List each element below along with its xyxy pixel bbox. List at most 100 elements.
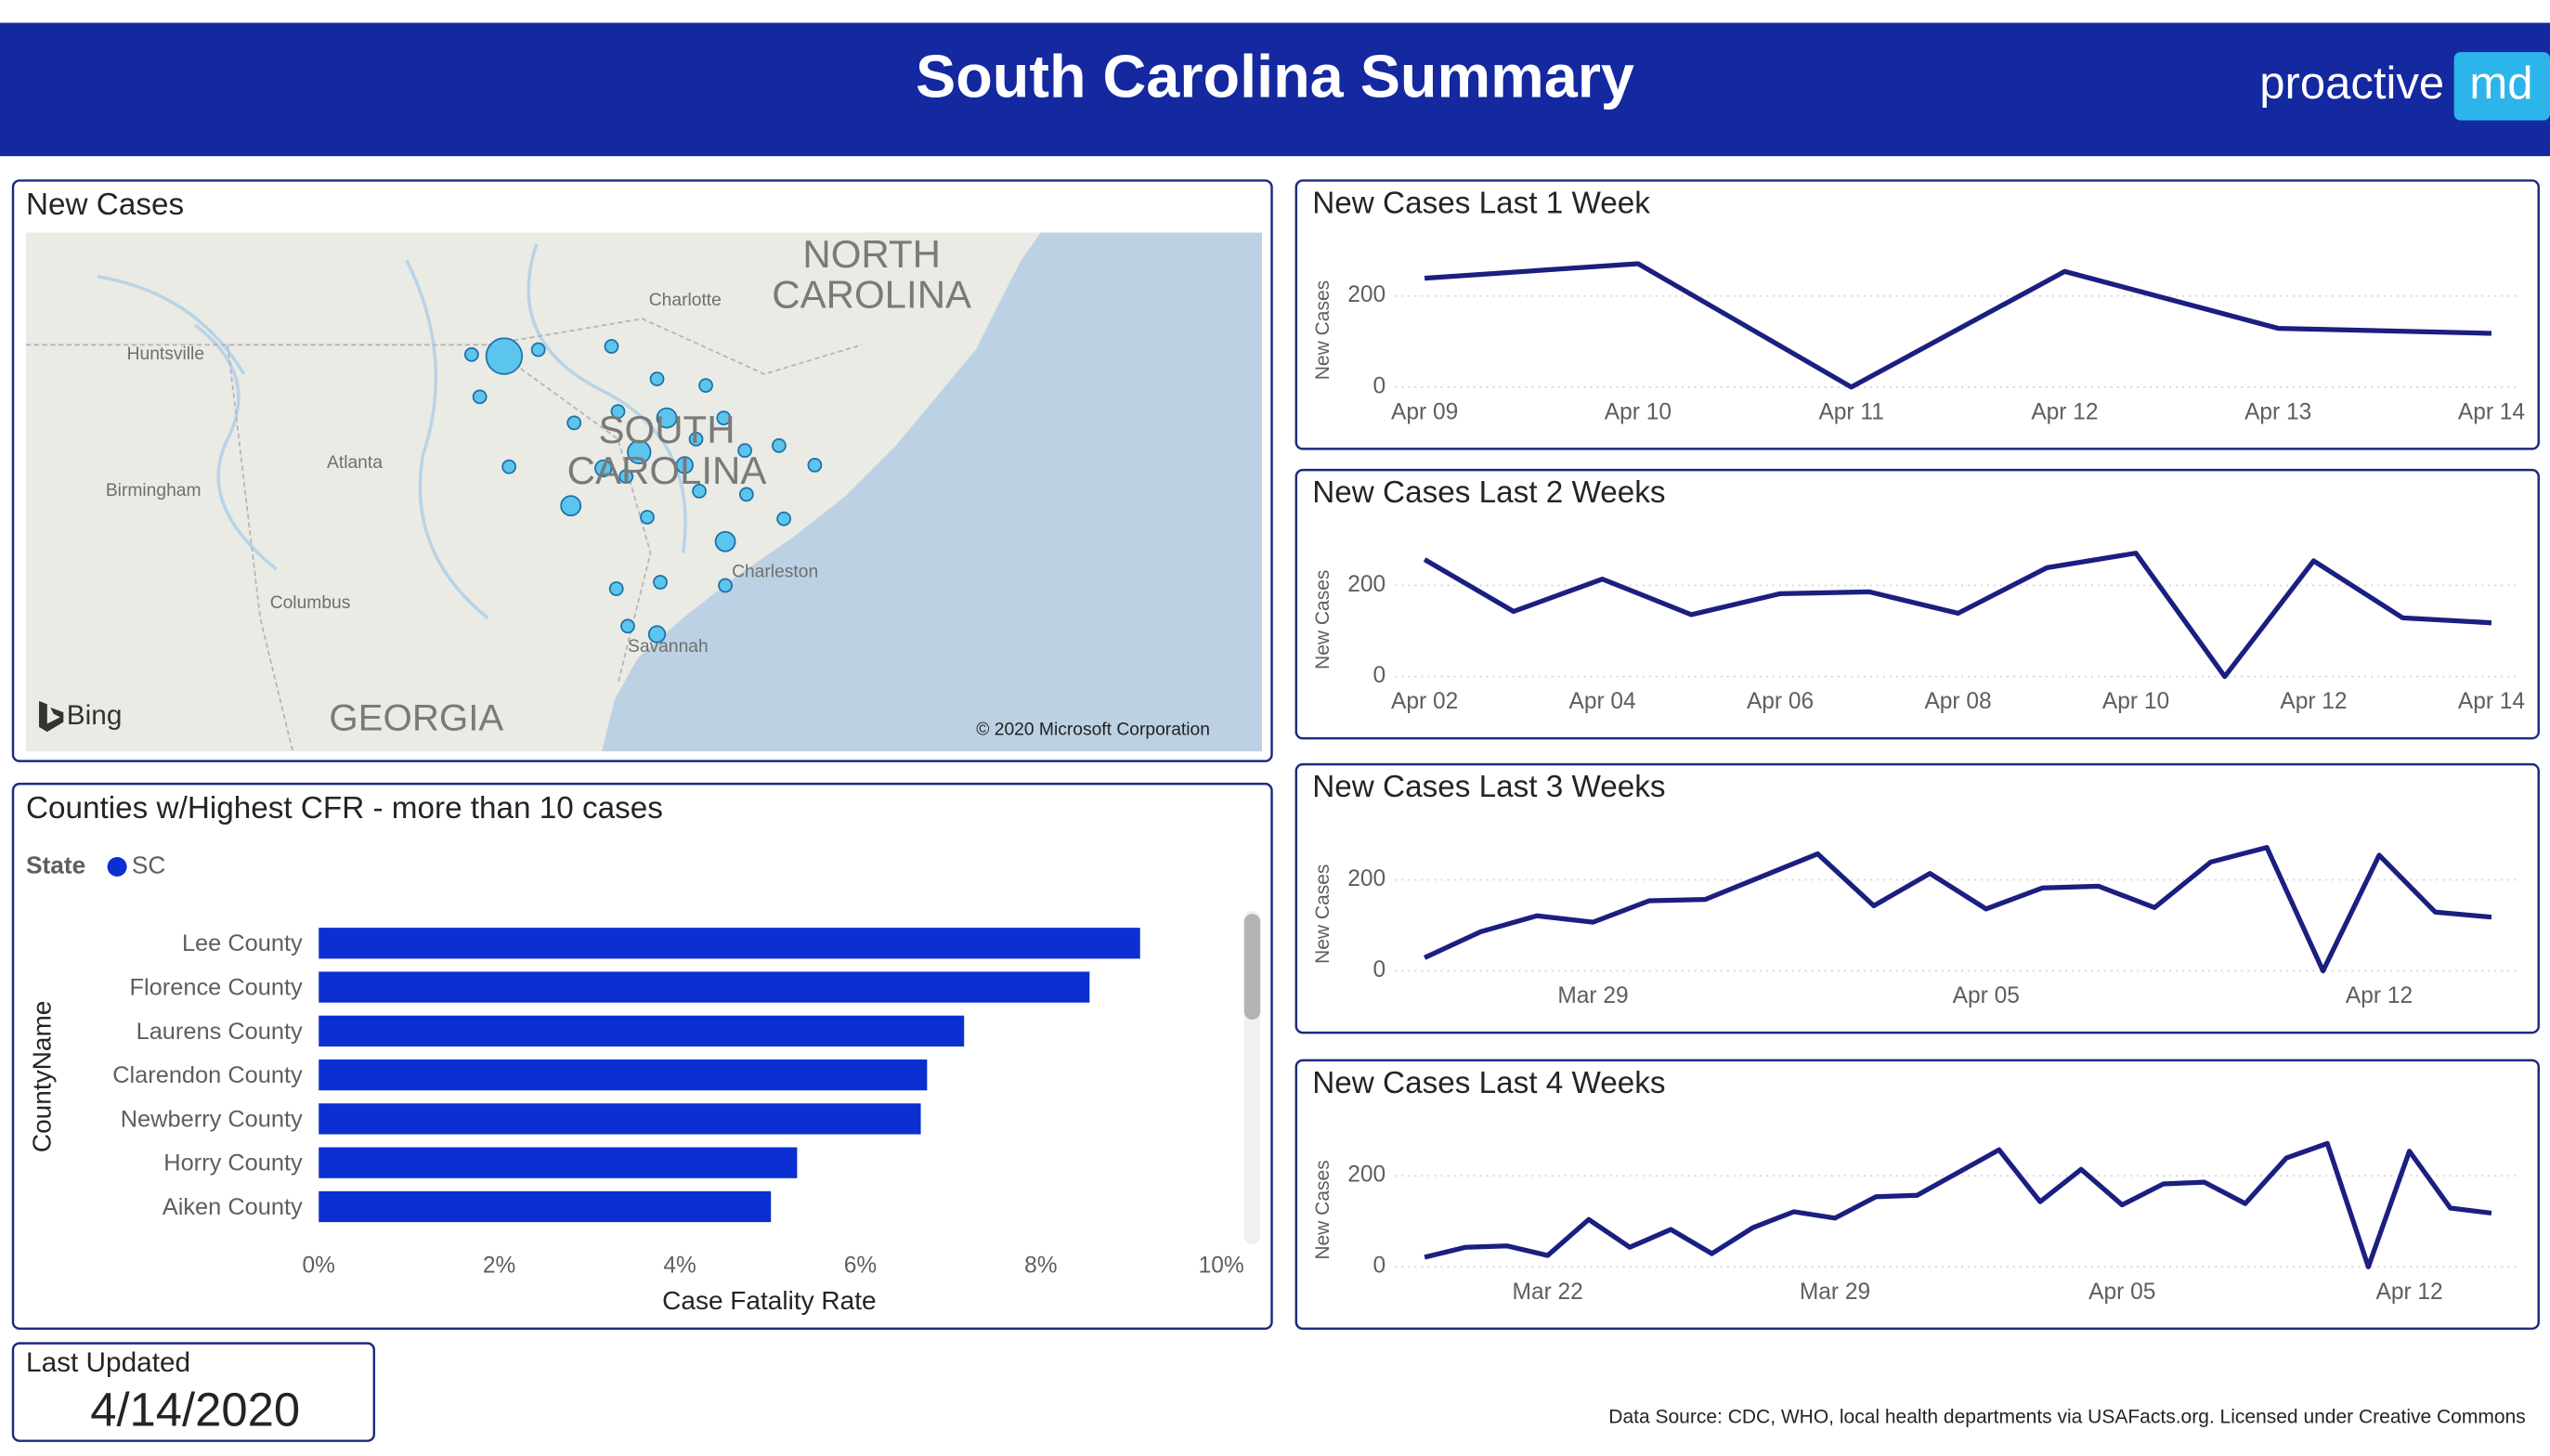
line [1424, 1140, 2492, 1269]
bubble [620, 618, 635, 634]
bubble [737, 443, 752, 459]
x-tick-label: Mar 29 [1557, 983, 1628, 1008]
x-tick-label: Apr 05 [2088, 1280, 2155, 1305]
y-axis-label: CountyName [28, 1001, 57, 1152]
bubble [608, 581, 624, 596]
bubble [692, 484, 707, 499]
x-tick-label: Apr 10 [2102, 689, 2169, 714]
footer: Data Source: CDC, WHO, local health depa… [1608, 1407, 2525, 1428]
x-tick-label: Apr 09 [1391, 399, 1458, 424]
y-tick-label: 0 [1373, 663, 1386, 688]
x-tick-label: Apr 12 [2346, 983, 2413, 1008]
x-tick-label: Apr 12 [2031, 399, 2098, 424]
x-tick-label: Apr 14 [2458, 399, 2525, 424]
bar [319, 1147, 798, 1178]
y-axis-label: New Cases [1312, 280, 1334, 380]
bar [319, 1015, 965, 1046]
map-label: Columbus [270, 593, 351, 613]
map-label: Birmingham [106, 481, 202, 500]
updated-label: Last Updated [26, 1347, 190, 1378]
line-panel [1295, 762, 2540, 1034]
map-provider: Bing [67, 700, 123, 731]
bing-logo [39, 700, 64, 733]
x-tick-label: 8% [1024, 1254, 1057, 1279]
bubble [604, 339, 619, 354]
chart-title: New Cases Last 1 Week [1312, 186, 1650, 220]
x-tick-label: Apr 04 [1568, 689, 1635, 714]
map-label: Charlotte [649, 291, 722, 310]
y-tick-label: Clarendon County [112, 1062, 303, 1088]
bubble [807, 458, 823, 473]
x-tick-label: 0% [303, 1254, 335, 1279]
bubble [472, 389, 488, 405]
line [1424, 845, 2492, 974]
map-label: NORTH [802, 232, 941, 276]
y-axis-label: New Cases [1312, 1160, 1334, 1259]
bubble [649, 371, 665, 386]
bubble [718, 578, 733, 593]
y-axis-label: New Cases [1312, 570, 1334, 670]
x-tick-label: Mar 29 [1800, 1280, 1870, 1305]
map-label: GEORGIA [329, 696, 503, 738]
map-label: Atlanta [327, 453, 383, 473]
header-title: South Carolina Summary [916, 43, 1634, 110]
header-bar [0, 22, 2550, 157]
x-tick-label: Mar 22 [1513, 1280, 1583, 1305]
y-tick-label: 200 [1347, 572, 1386, 597]
scrollbar-thumb[interactable] [1243, 914, 1261, 1020]
x-tick-label: Apr 13 [2244, 399, 2311, 424]
x-tick-label: Apr 14 [2458, 689, 2525, 714]
x-tick-label: 6% [844, 1254, 877, 1279]
bubble [627, 439, 652, 465]
y-tick-label: Newberry County [121, 1106, 303, 1132]
bubble [610, 404, 626, 419]
map-borders [26, 318, 863, 752]
bubble [501, 459, 517, 474]
y-tick-label: Lee County [182, 930, 303, 956]
x-axis-label: Case Fatality Rate [662, 1286, 876, 1315]
map-label: Charleston [732, 563, 818, 582]
x-tick-label: Apr 12 [2280, 689, 2347, 714]
x-tick-label: Apr 12 [2375, 1280, 2442, 1305]
brand-badge: md [2469, 58, 2532, 109]
bubble [485, 337, 524, 375]
y-tick-label: Florence County [130, 975, 303, 1001]
bubble [776, 511, 791, 526]
bubble [566, 415, 582, 431]
chart-title: Counties w/Highest CFR - more than 10 ca… [26, 791, 663, 826]
map-label: Huntsville [127, 344, 204, 364]
map-attribution: © 2020 Microsoft Corporation [976, 720, 1210, 739]
bubble [560, 495, 582, 517]
y-tick-label: 0 [1373, 373, 1386, 398]
bubble [771, 438, 787, 453]
bubble [716, 410, 732, 426]
bubble [688, 432, 704, 447]
bar [319, 1190, 772, 1223]
map-rivers [97, 243, 687, 619]
line [1424, 261, 2492, 390]
map-label: CAROLINA [772, 273, 971, 317]
map-label: CAROLINA [567, 448, 767, 492]
bubble [675, 456, 694, 474]
chart-title: New Cases Last 3 Weeks [1312, 770, 1665, 804]
x-tick-label: Apr 02 [1391, 689, 1458, 714]
updated-date: 4/14/2020 [90, 1383, 300, 1436]
x-tick-label: Apr 05 [1953, 983, 2020, 1008]
map-label: SOUTH [598, 408, 735, 451]
bubble [640, 510, 655, 525]
bubble [618, 469, 634, 485]
bubble [530, 342, 546, 358]
map-label: Savannah [628, 637, 709, 656]
brand-badge-bg [2453, 52, 2550, 121]
x-tick-label: 10% [1199, 1254, 1244, 1279]
bubble [698, 378, 713, 393]
chart-title: New Cases Last 4 Weeks [1312, 1066, 1665, 1100]
y-tick-label: 0 [1373, 1254, 1386, 1279]
map-title: New Cases [26, 188, 184, 222]
line-panel [1295, 179, 2540, 450]
legend-marker [107, 856, 127, 877]
y-tick-label: 200 [1347, 1163, 1386, 1188]
line [1423, 551, 2492, 680]
